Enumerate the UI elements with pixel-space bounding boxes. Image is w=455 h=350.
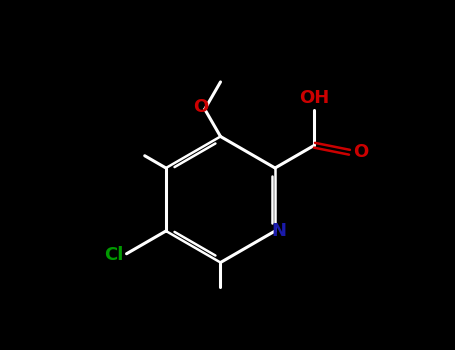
Text: O: O xyxy=(353,143,368,161)
Text: OH: OH xyxy=(299,89,329,107)
Text: Cl: Cl xyxy=(104,246,123,265)
Text: O: O xyxy=(194,98,209,117)
Text: N: N xyxy=(271,222,286,240)
